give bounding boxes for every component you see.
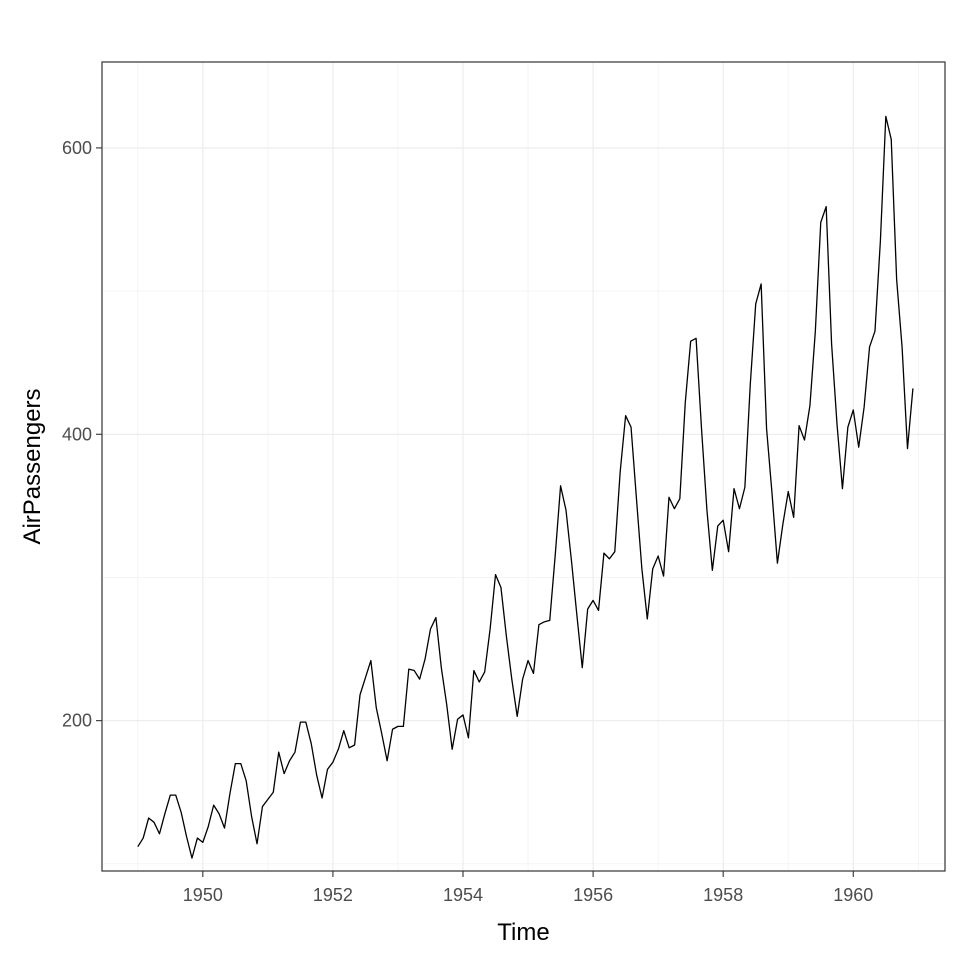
y-tick-label: 400 [62,424,92,444]
x-axis-title: Time [497,919,549,946]
major-gridlines [102,62,945,871]
air-passengers-series-line [137,115,914,859]
x-axis-ticks: 1950 1952 1954 1956 1958 1960 [183,871,873,905]
x-tick-label: 1950 [183,885,223,905]
x-tick-label: 1954 [443,885,483,905]
x-tick-label: 1956 [573,885,613,905]
y-tick-label: 600 [62,138,92,158]
x-tick-label: 1960 [833,885,873,905]
minor-gridlines [102,62,945,871]
x-tick-label: 1952 [313,885,353,905]
y-tick-label: 200 [62,711,92,731]
y-axis-title: AirPassengers [19,388,46,544]
x-tick-label: 1958 [703,885,743,905]
y-axis-ticks: 200 400 600 [62,138,102,731]
plot-panel-border [101,61,946,872]
